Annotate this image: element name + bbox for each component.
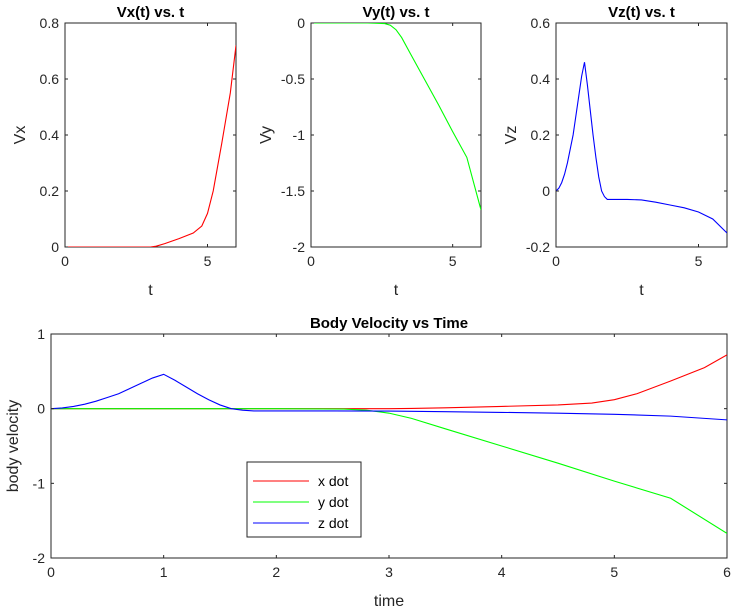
- chart-2-series-0-line: [556, 62, 727, 234]
- chart-1-axes-box: [310, 22, 482, 248]
- chart-0-xtick-label-1: 5: [204, 253, 212, 269]
- chart-0-series-0-line: [65, 45, 236, 247]
- chart-3-title: Body Velocity vs Time: [310, 315, 468, 332]
- chart-3-series-2-line: [51, 373, 727, 421]
- chart-3-series-1-line: [51, 408, 727, 534]
- chart-0-ytick-label-0: 0: [51, 239, 59, 255]
- chart-3-ylabel: body velocity: [5, 400, 22, 493]
- chart-3-xtick-label-6: 6: [723, 564, 731, 580]
- chart-3-legend-label-2: z dot: [318, 515, 348, 531]
- chart-1-ylabel: Vy: [258, 126, 275, 144]
- chart-3-legend-label-1: y dot: [318, 494, 348, 510]
- chart-2-ytick-label-3: 0: [542, 183, 550, 199]
- chart-3-legend-label-0: x dot: [318, 473, 348, 489]
- chart-3-xtick-label-5: 5: [610, 564, 618, 580]
- chart-1-series-0-line: [311, 23, 481, 211]
- chart-1-ytick-label-1: -0.5: [281, 71, 305, 87]
- chart-1-title: Vy(t) vs. t: [363, 4, 430, 21]
- chart-0-xlabel: t: [148, 282, 153, 299]
- chart-3-xtick-label-2: 2: [272, 564, 280, 580]
- chart-0-ytick-label-3: 0.6: [40, 71, 60, 87]
- chart-0-xtick-label-0: 0: [61, 253, 69, 269]
- chart-0-ytick-label-1: 0.2: [40, 183, 60, 199]
- chart-3-ytick-label-3: -2: [33, 550, 46, 566]
- chart-1-ytick-label-3: -1.5: [281, 183, 305, 199]
- chart-3-axes-box: [50, 333, 728, 559]
- chart-2-title: Vz(t) vs. t: [608, 4, 675, 21]
- chart-2-ytick-label-4: -0.2: [526, 239, 550, 255]
- chart-3-ytick-label-0: 1: [37, 326, 45, 342]
- chart-2-ytick-label-2: 0.2: [531, 127, 551, 143]
- chart-3-xtick-label-4: 4: [498, 564, 506, 580]
- chart-2-axes-box: [555, 22, 728, 248]
- chart-1-ytick-label-2: -1: [293, 127, 306, 143]
- chart-0-title: Vx(t) vs. t: [117, 4, 185, 21]
- chart-0-ylabel: Vx: [12, 126, 29, 145]
- chart-1-xtick-label-0: 0: [307, 253, 315, 269]
- chart-1-ytick-label-4: -2: [293, 239, 306, 255]
- chart-3-xtick-label-0: 0: [47, 564, 55, 580]
- chart-2-ytick-label-1: 0.4: [531, 71, 551, 87]
- chart-2-ytick-label-0: 0.6: [531, 15, 551, 31]
- chart-1-ytick-label-0: 0: [297, 15, 305, 31]
- chart-3-xlabel: time: [374, 593, 404, 610]
- chart-0-ytick-label-4: 0.8: [40, 15, 60, 31]
- chart-3-ytick-label-1: 0: [37, 401, 45, 417]
- chart-0-axes-box: [64, 22, 237, 248]
- chart-3-xtick-label-3: 3: [385, 564, 393, 580]
- chart-2-xtick-label-0: 0: [552, 253, 560, 269]
- chart-3-ytick-label-2: -1: [33, 475, 46, 491]
- chart-3-xtick-label-1: 1: [160, 564, 168, 580]
- chart-2-xtick-label-1: 5: [695, 253, 703, 269]
- chart-2-xlabel: t: [639, 282, 644, 299]
- chart-1-xtick-label-1: 5: [449, 253, 457, 269]
- chart-1-xlabel: t: [394, 282, 399, 299]
- chart-0-ytick-label-2: 0.4: [40, 127, 60, 143]
- chart-2-ylabel: Vz: [503, 126, 520, 145]
- chart-3-legend-box: [246, 461, 362, 538]
